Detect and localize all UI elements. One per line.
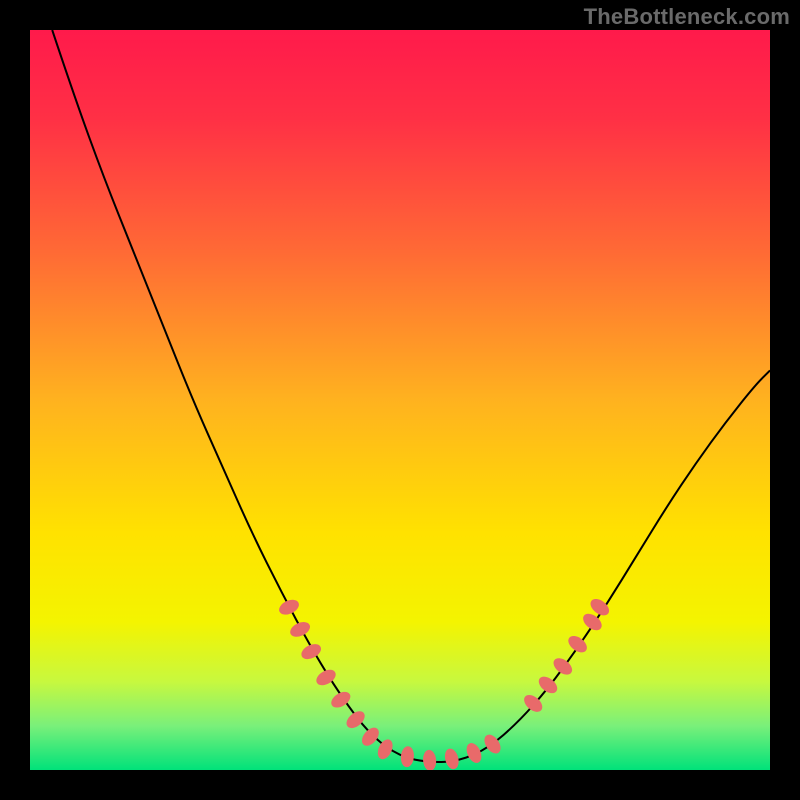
chart-frame: TheBottleneck.com bbox=[0, 0, 800, 800]
v-curve-chart bbox=[0, 0, 800, 800]
watermark-text: TheBottleneck.com bbox=[584, 4, 790, 30]
chart-background bbox=[30, 30, 770, 770]
